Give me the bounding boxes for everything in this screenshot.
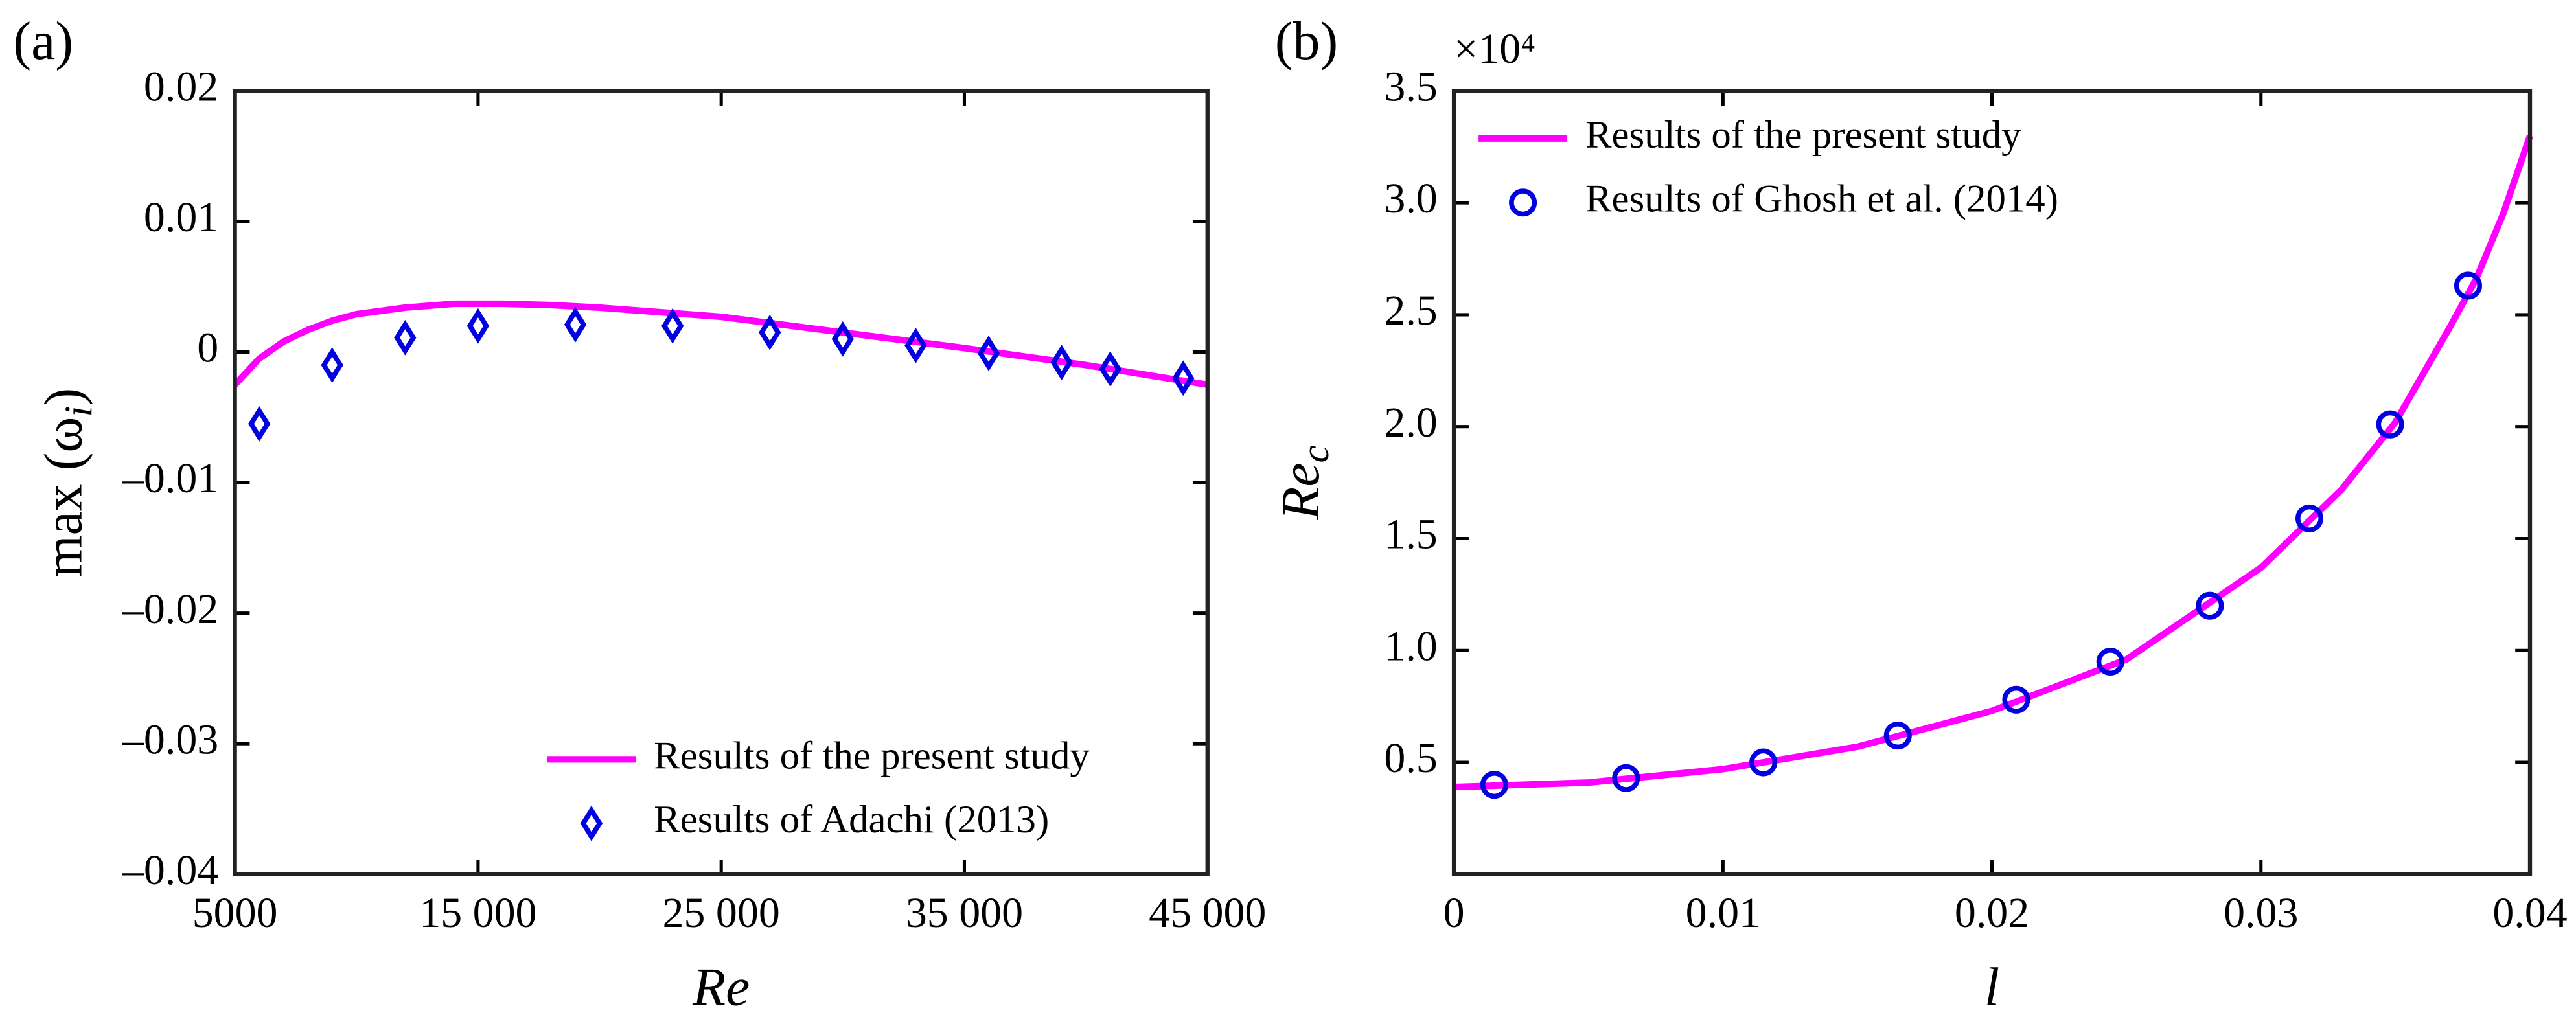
- x-tick-label: 25 000: [663, 889, 780, 937]
- marker-circle: [2454, 271, 2483, 300]
- y-tick-label: 0.02: [144, 63, 218, 110]
- y-tick-label: 0: [197, 325, 218, 372]
- x-tick-label: 0.03: [2224, 889, 2298, 937]
- y-axis-label: Rec: [1271, 445, 1337, 520]
- marker-diamond: [580, 805, 603, 841]
- y-scale-label: ×10⁴: [1454, 25, 1535, 73]
- marker-diamond: [1172, 360, 1195, 396]
- y-tick-label: –0.04: [122, 847, 218, 894]
- legend-label: Results of Adachi (2013): [654, 798, 1049, 841]
- marker-circle: [2002, 685, 2030, 714]
- x-tick-label: 0: [1443, 889, 1465, 937]
- y-axis-label: max (ωi): [34, 388, 100, 578]
- y-tick-label: 3.5: [1384, 63, 1437, 110]
- y-tick-label: 0.01: [144, 194, 218, 241]
- marker-diamond: [564, 306, 587, 343]
- marker-diamond: [831, 321, 854, 357]
- y-axis-label-end: ): [34, 388, 94, 406]
- y-tick-label: 2.5: [1384, 287, 1437, 334]
- marker-diamond: [247, 405, 271, 442]
- y-axis-label-main: Re: [1271, 462, 1331, 520]
- x-tick-label: 45 000: [1149, 889, 1266, 937]
- x-axis-label: l: [1984, 957, 1999, 1018]
- x-tick-label: 0.01: [1686, 889, 1760, 937]
- y-tick-label: –0.03: [122, 716, 218, 763]
- y-tick-label: 1.0: [1384, 622, 1437, 670]
- marker-circle: [1749, 748, 1778, 777]
- marker-diamond: [904, 327, 927, 363]
- marker-circle: [2376, 410, 2404, 439]
- marker-diamond: [661, 308, 684, 344]
- plot-frame: [233, 89, 1210, 877]
- legend-label: Results of Ghosh et al. (2014): [1585, 177, 2058, 221]
- marker-diamond: [977, 336, 1000, 371]
- legend-label: Results of the present study: [654, 734, 1090, 777]
- legend-label: Results of the present study: [1585, 113, 2021, 157]
- y-tick-label: 3.0: [1384, 175, 1437, 222]
- marker-circle: [2196, 591, 2224, 620]
- y-tick-label: 1.5: [1384, 511, 1437, 558]
- x-tick-label: 35 000: [906, 889, 1023, 937]
- marker-diamond: [1099, 351, 1121, 387]
- marker-circle: [1509, 188, 1537, 217]
- x-axis-label: Re: [692, 957, 750, 1018]
- y-tick-label: 2.0: [1384, 399, 1437, 446]
- marker-circle: [2096, 648, 2124, 676]
- marker-diamond: [466, 308, 490, 344]
- marker-circle: [1612, 764, 1640, 792]
- panel-label: (b): [1275, 11, 1339, 71]
- x-tick-label: 15 000: [419, 889, 536, 937]
- plot-frame: [1451, 89, 2533, 877]
- y-tick-label: –0.02: [122, 586, 218, 633]
- y-tick-label: 0.5: [1384, 735, 1437, 782]
- marker-circle: [2295, 504, 2324, 532]
- x-tick-label: 5000: [192, 889, 278, 937]
- y-axis-label-main: max (ω: [34, 417, 94, 578]
- marker-diamond: [759, 314, 781, 350]
- marker-diamond: [321, 347, 343, 383]
- y-axis-label-sub: c: [1294, 445, 1337, 462]
- marker-circle: [1883, 722, 1912, 750]
- marker-diamond: [1050, 345, 1073, 381]
- x-tick-label: 0.04: [2492, 889, 2567, 937]
- y-tick-label: –0.01: [122, 455, 218, 502]
- data-line: [232, 300, 1208, 388]
- marker-circle: [1480, 771, 1508, 799]
- data-line: [1453, 134, 2533, 791]
- marker-diamond: [394, 319, 417, 356]
- y-axis-label-sub: i: [57, 406, 100, 417]
- panel-label: (a): [13, 11, 73, 71]
- x-tick-label: 0.02: [1955, 889, 2029, 937]
